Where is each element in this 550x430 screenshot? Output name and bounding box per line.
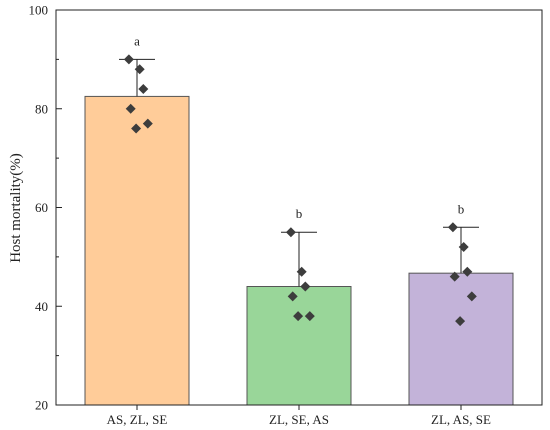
data-point xyxy=(134,64,145,75)
data-point xyxy=(287,291,298,302)
data-point xyxy=(142,118,153,129)
significance-letter: a xyxy=(134,33,140,48)
x-tick-label: AS, ZL, SE xyxy=(107,412,168,427)
x-tick-label: ZL, AS, SE xyxy=(431,412,491,427)
data-point xyxy=(455,316,466,327)
y-axis: 20 40 60 80 100 xyxy=(29,3,62,413)
y-tick-label: 40 xyxy=(35,299,48,314)
data-point xyxy=(304,311,315,322)
data-point xyxy=(123,54,134,65)
data-point xyxy=(296,266,307,277)
y-tick-label: 100 xyxy=(29,3,49,18)
data-point xyxy=(447,222,458,233)
x-tick-label: ZL, SE, AS xyxy=(269,412,329,427)
bar-1 xyxy=(84,95,190,406)
y-tick-label: 20 xyxy=(35,398,48,413)
significance-letters: a b b xyxy=(134,33,464,221)
data-points-layer xyxy=(123,54,477,327)
bar-3 xyxy=(408,272,514,406)
data-point xyxy=(285,227,296,238)
data-point xyxy=(458,242,469,252)
data-point xyxy=(131,123,142,134)
significance-letter: b xyxy=(458,201,465,216)
data-point xyxy=(449,271,460,282)
data-point xyxy=(300,281,311,292)
x-axis: AS, ZL, SE ZL, SE, AS ZL, AS, SE xyxy=(107,405,491,427)
y-tick-label: 80 xyxy=(35,101,48,116)
bar-2 xyxy=(246,286,352,406)
significance-letter: b xyxy=(296,206,303,221)
y-axis-title: Host mortality(%) xyxy=(8,153,24,263)
data-point xyxy=(293,311,304,322)
data-point xyxy=(125,103,136,114)
data-point xyxy=(462,266,473,277)
data-point xyxy=(466,291,477,302)
y-tick-label: 60 xyxy=(35,200,48,215)
data-point xyxy=(138,84,149,94)
